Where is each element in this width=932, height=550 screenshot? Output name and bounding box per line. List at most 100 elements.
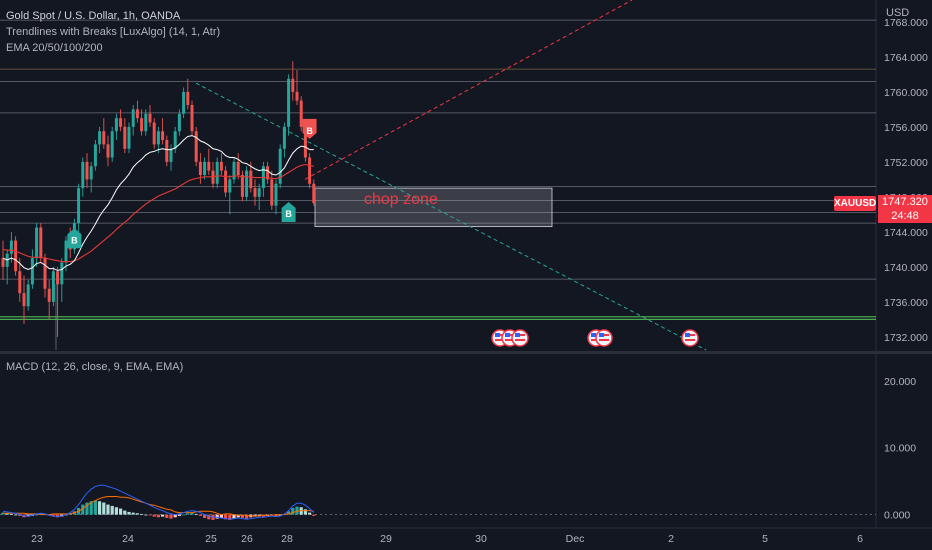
price-tick-label: 1764.000 [884,52,928,64]
event-flag-circle [681,329,699,347]
candle-body [26,284,30,307]
macd-histogram-bar [156,514,160,518]
macd-signal-line [3,496,314,517]
macd-histogram-bar [236,514,240,518]
candle-body [1,258,5,267]
macd-histogram-bar [119,508,123,515]
candle-body [278,148,282,184]
candle-body [295,91,299,101]
indicator-legend-macd[interactable]: MACD (12, 26, close, 9, EMA, EMA) [6,361,184,373]
candle-body [236,161,240,175]
time-tick-label: 2 [668,533,674,545]
candle-body [161,131,165,140]
candle-body [165,140,169,162]
candle-body [22,293,26,307]
macd-histogram-bar [123,510,127,515]
macd-line [2,484,315,520]
macd-histogram-bar [39,513,43,515]
candle-body [182,91,186,114]
candle-body [274,183,278,206]
candle-body [51,271,55,302]
candle-body [312,183,316,203]
candle-body [131,109,135,127]
price-tick-label: 1768.000 [884,17,928,29]
us-event-flag-icon [595,329,613,347]
macd-histogram-bar [169,514,173,519]
time-tick-label: 26 [241,533,253,545]
macd-histogram-bar [291,507,295,515]
candle-body [308,157,312,184]
ema-slow-line [2,163,314,263]
macd-histogram-bar [190,512,194,515]
candle-body [123,126,127,149]
macd-tick-label: 0.000 [884,510,910,522]
candle-body [64,240,68,263]
macd-histogram-bar [173,514,177,518]
candle-body [135,109,139,119]
indicator-legend-trendlines[interactable]: Trendlines with Breaks [LuxAlgo] (14, 1,… [6,26,221,38]
candle-body [194,131,198,162]
time-tick-label: 25 [205,533,217,545]
macd-histogram-bar [182,514,186,516]
event-flag-canton [505,333,510,337]
last-price-tag: 1747.320 [878,195,932,209]
price-tick-label: 1732.000 [884,332,928,344]
symbol-legend[interactable]: Gold Spot / U.S. Dollar, 1h, OANDA [6,10,181,22]
candle-body [140,118,144,132]
event-flag-stripe [505,339,515,341]
candle-body [14,240,18,272]
candle-body [106,144,110,158]
macd-histogram-bar [135,513,139,515]
macd-histogram-bar [144,514,148,516]
macd-histogram-bar [35,514,39,516]
candle-body [77,188,81,224]
macd-histogram-bar [9,513,13,515]
macd-histogram-bar [287,511,291,515]
indicator-legend-ema[interactable]: EMA 20/50/100/200 [6,42,103,54]
price-tick-label: 1744.000 [884,227,928,239]
candle-body [215,161,219,184]
candle-body [177,113,181,132]
macd-histogram-bar [14,514,18,516]
macd-histogram-bar [5,513,9,515]
candle-body [156,131,160,145]
candle-body [287,78,291,127]
us-event-flag-icon [681,329,699,347]
candle-body [9,240,13,254]
candle-body [114,118,118,132]
macd-histogram-bar [106,504,110,515]
macd-histogram-bar [110,505,114,515]
candle-body [224,170,228,193]
macd-histogram-bar [245,514,249,519]
macd-histogram-bar [194,513,198,515]
macd-histogram-bar [161,514,165,517]
candle-body [203,161,207,175]
macd-histogram-bar [232,514,236,519]
macd-histogram-bar [93,500,97,515]
macd-histogram-bar [89,501,93,515]
macd-histogram-bar [274,514,278,517]
candle-body [253,188,257,197]
candle-body [85,161,89,180]
macd-histogram-bar [198,514,202,516]
candle-body [127,126,131,149]
time-tick-label: 29 [380,533,392,545]
time-tick-label: Dec [566,533,585,545]
macd-histogram-bar [203,514,207,518]
ema-fast-line [2,135,314,271]
candle-body [282,126,286,149]
time-tick-label: 28 [281,533,293,545]
candle-body [18,271,22,294]
macd-histogram-bar [102,502,106,515]
macd-histogram-bar [165,514,169,518]
macd-histogram-bar [186,513,190,515]
candle-body [47,288,51,302]
time-tick-label: 23 [31,533,43,545]
macd-histogram-bar [224,514,228,520]
candle-body [219,161,223,171]
symbol-tag: XAUUSD [834,196,877,211]
candle-body [198,161,202,175]
currency-label[interactable]: USD [886,7,910,19]
macd-histogram-bar [215,514,219,519]
